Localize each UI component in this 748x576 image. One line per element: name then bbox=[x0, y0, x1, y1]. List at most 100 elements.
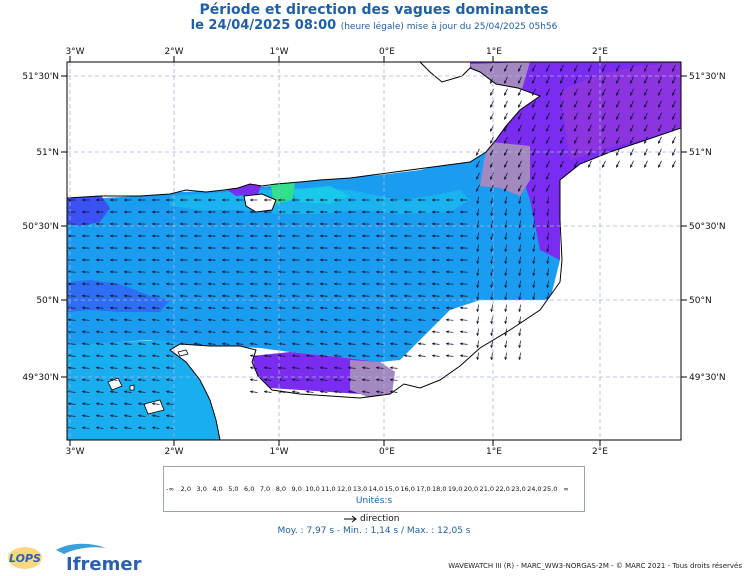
wave-direction-arrowhead bbox=[672, 128, 675, 132]
wave-direction-arrowhead bbox=[123, 246, 127, 250]
wave-direction-arrowhead bbox=[165, 390, 170, 394]
wave-direction-arrowhead bbox=[221, 234, 225, 238]
wave-direction-arrowhead bbox=[249, 390, 254, 394]
wave-direction-arrowhead bbox=[165, 282, 169, 286]
wave-direction-arrow bbox=[124, 367, 132, 369]
wave-direction-arrowhead bbox=[616, 164, 619, 168]
wave-direction-arrowhead bbox=[347, 210, 351, 214]
wave-direction-arrowhead bbox=[588, 128, 591, 132]
wave-direction-arrowhead bbox=[249, 330, 253, 334]
wave-direction-arrowhead bbox=[658, 68, 661, 72]
wave-direction-arrowhead bbox=[235, 282, 239, 286]
map-subtitle: le 24/04/2025 08:00 (heure légale) mise … bbox=[0, 18, 748, 33]
wave-direction-arrow bbox=[124, 307, 132, 309]
wave-direction-arrow bbox=[278, 319, 286, 321]
wave-direction-arrowhead bbox=[546, 296, 550, 301]
wave-direction-arrow bbox=[560, 88, 564, 96]
wave-direction-arrowhead bbox=[193, 294, 197, 298]
wave-direction-arrow bbox=[602, 100, 606, 108]
wave-direction-arrow bbox=[82, 355, 90, 357]
wave-direction-arrowhead bbox=[459, 282, 463, 286]
wave-direction-arrowhead bbox=[560, 116, 563, 120]
field-solent-green bbox=[270, 178, 296, 204]
wave-direction-arrowhead bbox=[81, 354, 85, 358]
wave-direction-arrowhead bbox=[193, 282, 197, 286]
wave-direction-arrow bbox=[166, 427, 174, 429]
wave-direction-arrowhead bbox=[361, 330, 365, 334]
wave-direction-arrow bbox=[166, 379, 174, 381]
wave-direction-arrow bbox=[547, 232, 549, 240]
wave-direction-arrowhead bbox=[81, 198, 85, 202]
wave-direction-arrowhead bbox=[588, 164, 591, 168]
wave-direction-arrow bbox=[404, 319, 412, 321]
wave-direction-arrowhead bbox=[235, 234, 239, 238]
wave-direction-arrow bbox=[362, 355, 370, 357]
wave-direction-arrow bbox=[491, 220, 493, 228]
wave-direction-arrowhead bbox=[319, 258, 323, 262]
wave-direction-arrowhead bbox=[165, 294, 169, 298]
wave-direction-arrow bbox=[320, 343, 328, 345]
wave-direction-arrowhead bbox=[207, 306, 211, 310]
wave-direction-arrowhead bbox=[249, 258, 253, 262]
wave-direction-arrowhead bbox=[602, 164, 605, 168]
wave-direction-arrowhead bbox=[459, 354, 463, 358]
wave-direction-arrowhead bbox=[165, 318, 169, 322]
wave-direction-arrow bbox=[504, 160, 508, 168]
wave-direction-arrowhead bbox=[291, 222, 295, 226]
wave-direction-arrowhead bbox=[504, 308, 508, 313]
wave-direction-arrowhead bbox=[546, 92, 549, 96]
wave-direction-arrowhead bbox=[546, 176, 549, 180]
lops-logo: LOPS bbox=[8, 547, 42, 569]
wave-direction-arrow bbox=[546, 100, 550, 108]
wave-direction-arrow bbox=[250, 391, 258, 393]
wave-direction-arrowhead bbox=[630, 128, 633, 132]
wave-direction-arrowhead bbox=[445, 198, 449, 202]
wave-direction-arrowhead bbox=[490, 284, 494, 289]
wave-direction-arrowhead bbox=[546, 284, 550, 289]
wave-direction-arrow bbox=[644, 160, 648, 168]
wave-direction-arrowhead bbox=[179, 234, 183, 238]
wave-direction-arrow bbox=[138, 403, 146, 405]
wave-direction-arrow bbox=[477, 340, 479, 348]
wave-direction-arrowhead bbox=[81, 270, 85, 274]
wave-direction-arrowhead bbox=[504, 80, 507, 84]
wave-direction-arrow bbox=[110, 343, 118, 345]
wave-direction-arrowhead bbox=[490, 116, 493, 120]
wave-direction-arrowhead bbox=[123, 378, 127, 382]
wave-direction-arrowhead bbox=[81, 222, 85, 226]
wave-direction-arrowhead bbox=[165, 270, 169, 274]
wave-direction-arrowhead bbox=[235, 294, 239, 298]
wave-direction-arrowhead bbox=[476, 308, 480, 313]
wave-direction-arrow bbox=[574, 88, 578, 96]
wave-direction-arrowhead bbox=[417, 306, 421, 310]
wave-direction-arrowhead bbox=[490, 344, 494, 349]
wave-direction-arrow bbox=[278, 379, 286, 381]
wave-direction-arrowhead bbox=[532, 296, 536, 301]
colorbar-label: 21,0 bbox=[479, 485, 495, 493]
wave-direction-arrowhead bbox=[221, 270, 225, 274]
wave-direction-arrowhead bbox=[532, 140, 535, 144]
lat-label-left-50: 50°N bbox=[36, 296, 59, 306]
wave-direction-arrowhead bbox=[137, 354, 141, 358]
wave-direction-arrowhead bbox=[123, 390, 128, 394]
wave-direction-arrowhead bbox=[137, 414, 142, 418]
wave-direction-arrowhead bbox=[333, 282, 337, 286]
wave-direction-arrow bbox=[138, 415, 146, 417]
wave-direction-arrowhead bbox=[445, 354, 449, 358]
wave-direction-arrowhead bbox=[532, 164, 535, 168]
wave-direction-arrowhead bbox=[658, 152, 661, 156]
wave-direction-arrowhead bbox=[151, 378, 155, 382]
wave-direction-arrowhead bbox=[459, 294, 463, 298]
wave-direction-arrowhead bbox=[445, 342, 449, 346]
wave-direction-arrow bbox=[194, 331, 202, 333]
wave-direction-arrow bbox=[490, 100, 494, 108]
wave-direction-arrowhead bbox=[151, 198, 155, 202]
wave-direction-arrowhead bbox=[616, 116, 619, 120]
wave-direction-arrow bbox=[546, 136, 550, 144]
wave-direction-arrowhead bbox=[123, 354, 127, 358]
wave-direction-arrowhead bbox=[532, 272, 536, 277]
wave-direction-arrow bbox=[222, 307, 230, 309]
wave-direction-arrowhead bbox=[518, 296, 522, 301]
wave-direction-arrow bbox=[518, 76, 522, 84]
wave-direction-arrowhead bbox=[445, 318, 449, 322]
